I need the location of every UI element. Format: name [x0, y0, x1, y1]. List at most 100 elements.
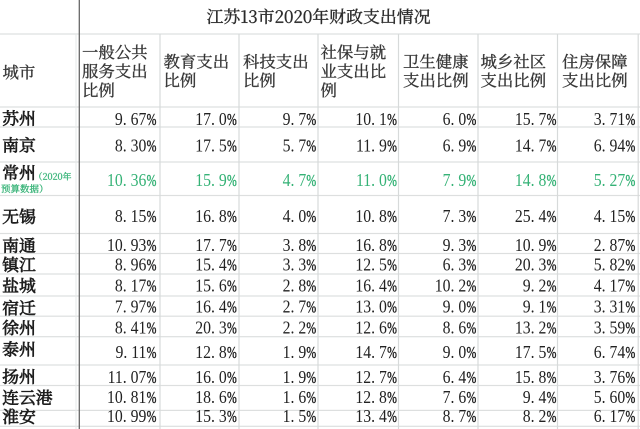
svg-text:11. 0: 11. 0 [356, 170, 387, 190]
svg-text:%: % [547, 344, 557, 363]
svg-text:10. 1: 10. 1 [355, 109, 386, 129]
svg-text:5. 7: 5. 7 [283, 135, 307, 155]
svg-text:5. 60: 5. 60 [594, 387, 625, 407]
svg-text:%: % [306, 344, 316, 363]
svg-text:8. 2: 8. 2 [523, 406, 547, 426]
svg-text:%: % [466, 278, 476, 297]
svg-text:%: % [387, 408, 397, 427]
svg-text:%: % [306, 208, 316, 227]
svg-text:%: % [147, 257, 157, 276]
svg-text:10. 99: 10. 99 [107, 406, 146, 426]
svg-text:9. 11: 9. 11 [115, 342, 146, 362]
svg-text:%: % [227, 369, 237, 388]
svg-text:%: % [147, 299, 157, 318]
svg-text:%: % [306, 172, 316, 191]
svg-text:1. 6: 1. 6 [283, 387, 307, 407]
svg-text:%: % [227, 344, 237, 363]
svg-text:%: % [227, 111, 237, 130]
svg-text:9. 67: 9. 67 [115, 109, 146, 129]
svg-text:%: % [147, 172, 157, 191]
svg-text:%: % [466, 320, 476, 339]
svg-text:9. 4: 9. 4 [523, 387, 547, 407]
svg-text:17. 5: 17. 5 [515, 342, 546, 362]
svg-text:16. 4: 16. 4 [355, 276, 387, 296]
svg-text:6. 94: 6. 94 [594, 135, 626, 155]
svg-text:%: % [625, 369, 635, 388]
svg-text:%: % [306, 278, 316, 297]
svg-text:6. 4: 6. 4 [443, 367, 467, 387]
svg-text:%: % [387, 320, 397, 339]
svg-text:16. 4: 16. 4 [195, 297, 227, 317]
svg-text:%: % [625, 320, 635, 339]
svg-text:%: % [547, 369, 557, 388]
svg-text:%: % [227, 389, 237, 408]
svg-text:%: % [227, 299, 237, 318]
svg-text:%: % [387, 111, 397, 130]
svg-text:3. 71: 3. 71 [594, 109, 625, 129]
svg-text:%: % [306, 111, 316, 130]
svg-text:13. 2: 13. 2 [515, 318, 546, 338]
svg-text:15. 3: 15. 3 [195, 406, 226, 426]
svg-text:13. 4: 13. 4 [355, 406, 387, 426]
svg-text:11. 9: 11. 9 [356, 135, 387, 155]
svg-text:%: % [547, 237, 557, 256]
svg-text:7. 6: 7. 6 [443, 387, 467, 407]
svg-text:%: % [466, 257, 476, 276]
svg-text:%: % [147, 369, 157, 388]
svg-text:%: % [547, 320, 557, 339]
svg-text:10. 9: 10. 9 [515, 235, 546, 255]
svg-text:25. 4: 25. 4 [515, 206, 547, 226]
svg-text:%: % [547, 172, 557, 191]
svg-text:%: % [625, 172, 635, 191]
svg-text:%: % [547, 278, 557, 297]
svg-text:15. 9: 15. 9 [195, 170, 226, 190]
svg-text:3. 59: 3. 59 [594, 318, 625, 338]
svg-text:%: % [466, 299, 476, 318]
svg-text:15. 4: 15. 4 [195, 255, 227, 275]
svg-text:%: % [227, 172, 237, 191]
svg-text:%: % [147, 320, 157, 339]
svg-text:%: % [147, 408, 157, 427]
svg-text:3. 31: 3. 31 [594, 297, 625, 317]
svg-text:%: % [466, 408, 476, 427]
svg-text:9. 0: 9. 0 [443, 297, 467, 317]
svg-text:6. 17: 6. 17 [594, 406, 625, 426]
svg-text:10. 36: 10. 36 [107, 170, 146, 190]
svg-text:14. 7: 14. 7 [355, 342, 386, 362]
svg-text:%: % [387, 237, 397, 256]
svg-text:%: % [387, 137, 397, 156]
svg-text:%: % [387, 278, 397, 297]
svg-text:7. 97: 7. 97 [115, 297, 146, 317]
svg-text:%: % [227, 137, 237, 156]
svg-text:10. 93: 10. 93 [107, 235, 146, 255]
svg-text:8. 17: 8. 17 [115, 276, 146, 296]
svg-text:9. 3: 9. 3 [443, 235, 467, 255]
svg-text:6. 74: 6. 74 [594, 342, 626, 362]
svg-text:%: % [387, 369, 397, 388]
svg-text:%: % [387, 172, 397, 191]
svg-text:8. 41: 8. 41 [115, 318, 146, 338]
svg-text:%: % [547, 208, 557, 227]
svg-text:%: % [387, 344, 397, 363]
svg-text:7. 9: 7. 9 [443, 170, 467, 190]
svg-text:17. 7: 17. 7 [195, 235, 226, 255]
svg-text:6. 9: 6. 9 [443, 135, 467, 155]
svg-text:%: % [466, 369, 476, 388]
svg-text:%: % [306, 299, 316, 318]
svg-text:12. 6: 12. 6 [355, 318, 386, 338]
svg-text:%: % [466, 172, 476, 191]
svg-text:6. 3: 6. 3 [443, 255, 467, 275]
svg-text:%: % [227, 320, 237, 339]
svg-text:1. 5: 1. 5 [283, 406, 307, 426]
svg-text:5. 27: 5. 27 [594, 170, 625, 190]
svg-text:%: % [227, 278, 237, 297]
svg-text:16. 8: 16. 8 [195, 206, 226, 226]
svg-text:%: % [625, 257, 635, 276]
svg-text:%: % [306, 389, 316, 408]
svg-text:%: % [387, 257, 397, 276]
svg-text:2. 87: 2. 87 [594, 235, 625, 255]
svg-text:%: % [306, 257, 316, 276]
svg-text:%: % [306, 137, 316, 156]
svg-text:%: % [625, 278, 635, 297]
svg-text:%: % [147, 389, 157, 408]
